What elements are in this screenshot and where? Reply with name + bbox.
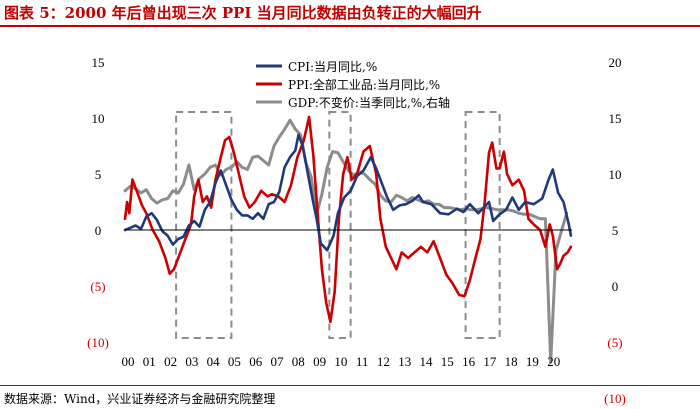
right-axis-ticks: 20 15 10 5 0 (5) (10) [604,55,626,406]
x-tick-label: 15 [441,354,454,369]
x-tick-label: 03 [185,354,198,369]
left-tick-label: 15 [92,55,105,70]
x-tick-label: 19 [526,354,539,369]
series-lines [123,115,573,364]
x-tick-label: 06 [249,354,263,369]
highlight-box-2 [328,111,352,339]
right-tick-label: 5 [612,223,619,238]
series-line-cpi [123,133,573,252]
x-tick-label: 09 [313,354,326,369]
left-tick-label: 10 [92,111,105,126]
x-tick-label: 07 [271,354,285,369]
x-tick-label: 12 [377,354,390,369]
series-line-ppi [123,115,573,324]
x-tick-label: 02 [164,354,177,369]
highlight-box-1 [175,111,233,339]
right-tick-label: 10 [609,167,622,182]
x-tick-label: 04 [207,354,221,369]
x-tick-label: 14 [420,354,434,369]
right-tick-label: 0 [612,279,619,294]
chart-title: 图表 5：2000 年后曾出现三次 PPI 当月同比数据由负转正的大幅回升 [4,4,482,22]
x-tick-label: 11 [356,354,369,369]
x-tick-label: 18 [505,354,518,369]
legend-label: GDP:不变价:当季同比,%,右轴 [288,95,450,110]
source-rule [0,385,700,386]
left-tick-label: 5 [95,167,102,182]
x-tick-label: 08 [292,354,305,369]
legend-label: PPI:全部工业品:当月同比,% [288,77,440,92]
x-tick-label: 16 [462,354,476,369]
left-tick-label: 0 [95,223,102,238]
legend-label: CPI:当月同比,% [288,60,377,74]
right-tick-label: 20 [609,55,622,70]
title-rule [0,25,700,27]
x-tick-label: 13 [398,354,411,369]
x-tick-label: 10 [334,354,347,369]
x-tick-label: 17 [483,354,497,369]
highlight-boxes [175,111,501,339]
right-tick-label: 15 [609,111,622,126]
x-axis-ticks: 00 01 02 03 04 05 06 07 08 09 10 11 12 13 14 15 16 17 18 19… [122,354,561,369]
left-tick-label: (10) [87,335,109,350]
legend: CPI:当月同比,% PPI:全部工业品:当月同比,% GDP:不变价:当季同比,%… [256,60,450,110]
right-tick-label: (5) [607,335,622,350]
highlight-box-3 [464,111,501,339]
x-tick-label: 20 [547,354,560,369]
x-tick-label: 00 [122,354,135,369]
x-tick-label: 05 [228,354,241,369]
source-note: 数据来源：Wind，兴业证券经济与金融研究院整理 [4,392,276,406]
left-axis-ticks: 15 10 5 0 (5) (10) [87,55,109,350]
right-tick-label: (10) [604,391,626,406]
x-tick-label: 01 [143,354,156,369]
left-tick-label: (5) [90,279,105,294]
